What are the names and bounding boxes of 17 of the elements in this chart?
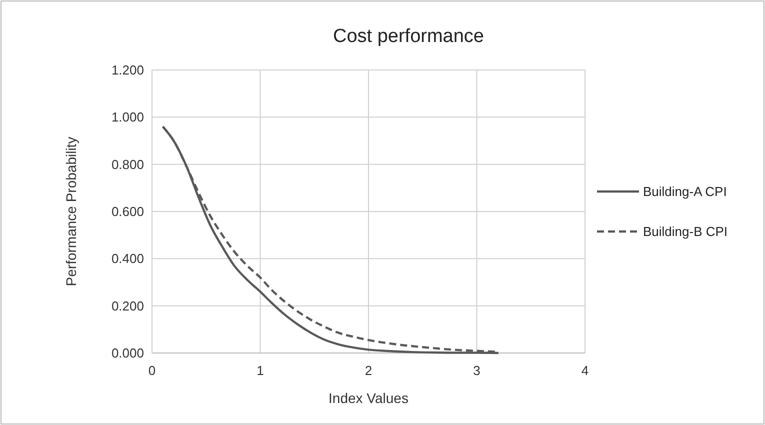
y-axis-title: Performance Probability <box>63 136 79 286</box>
x-tick-label: 1 <box>256 363 264 378</box>
legend-label: Building-A CPI <box>643 184 727 200</box>
chart-title: Cost performance <box>332 26 484 47</box>
x-tick-label: 4 <box>581 363 589 378</box>
y-tick-label: 0.600 <box>111 204 144 220</box>
y-tick-label: 0.400 <box>111 251 144 266</box>
x-tick-label: 2 <box>364 363 372 378</box>
y-tick-label: 0.000 <box>111 346 144 361</box>
y-tick-label: 1.200 <box>111 62 144 78</box>
y-tick-label: 0.800 <box>111 156 144 172</box>
x-tick-label: 3 <box>473 363 480 378</box>
x-axis-title: Index Values <box>328 390 408 406</box>
x-tick-label: 0 <box>148 363 156 378</box>
legend-label: Building-B CPI <box>643 224 728 240</box>
y-tick-label: 1.000 <box>111 110 144 125</box>
y-tick-label: 0.200 <box>111 298 144 314</box>
